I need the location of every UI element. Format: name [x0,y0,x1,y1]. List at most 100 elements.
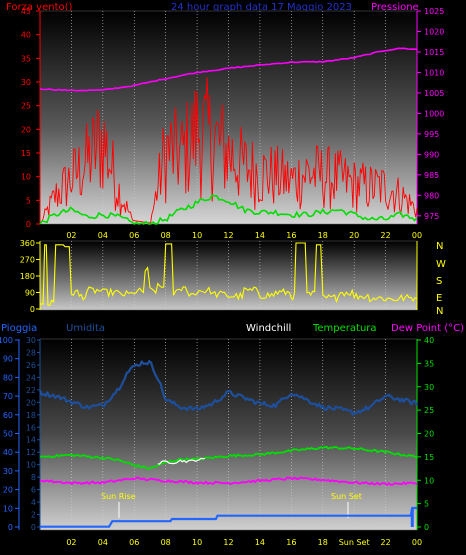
temp-axis-label: 35 [424,359,434,368]
bot-hour-label: 08 [161,538,171,547]
temp-axis-label: 5 [424,500,429,509]
humidity-line [38,359,419,416]
sunrise-label: Sun Rise [101,492,136,501]
dir-label-w: W [436,259,446,270]
label-windchill: Windchill [246,323,291,334]
dir-label-s: S [436,276,442,287]
bot-hour-label: 10 [192,538,202,547]
bot-hour-label: 14 [255,538,265,547]
humidity-axis-label: 20 [26,398,36,407]
humidity-axis-label: 18 [26,411,36,420]
humidity-axis-label: 14 [26,436,36,445]
pressure-axis-label: 985 [424,171,439,180]
temperature-line [39,445,418,470]
humidity-axis-label: 10 [26,461,36,470]
temp-axis-label: 0 [424,523,429,532]
temp-axis-label: 10 [424,476,434,485]
pressure-axis-label: 975 [424,212,439,221]
label-umidita: Umidita [66,323,105,334]
top-hour-label: 20 [349,231,359,240]
humidity-axis-label: 24 [26,373,36,382]
top-hour-label: 06 [129,231,139,240]
wind-axis-label: 35 [21,54,31,63]
rain-axis-label: 0 [8,523,13,532]
wind-axis-label: 10 [21,173,31,182]
top-right-label: Pressione [371,2,419,13]
pressure-axis-label: 1025 [424,7,444,16]
wind-axis-label: 30 [21,78,31,87]
label-pioggia: Pioggia [1,323,37,334]
bot-hour-label: 16 [286,538,296,547]
pressure-axis-label: 1020 [424,27,444,36]
temp-axis-label: 40 [424,336,434,345]
bot-hour-label: 06 [129,538,139,547]
rain-axis-label: 10 [3,504,13,513]
rain-axis-label: 30 [3,467,13,476]
top-hour-label: 18 [318,231,328,240]
humidity-axis-label: 28 [26,348,36,357]
pressure-axis-label: 1015 [424,48,444,57]
bot-hour-label: 18 [318,538,328,547]
humidity-axis-label: 30 [26,336,36,345]
dir-label-e: E [436,293,442,304]
pressure-axis-label: 1005 [424,89,444,98]
rain-axis-label: 20 [3,486,13,495]
top-hour-label: 14 [255,231,265,240]
wind-axis-label: 0 [26,220,31,229]
top-title: 24 hour graph data 17 Maggio 2023 [171,2,352,13]
top-hour-label: 02 [66,231,76,240]
top-hour-label: 04 [98,231,108,240]
chart-marks: 02 04 06 08 10 12 14 16 18 20 22 000510152025303540… [0,7,444,547]
label-temperatura: Temperatura [312,323,377,334]
dir-label-n-bottom: N [436,306,443,317]
wind-pressure-panel [39,10,418,225]
pressure-axis-label: 980 [424,191,439,200]
direction-axis-label: 180 [20,272,35,281]
humidity-axis-label: 8 [31,473,36,482]
rain-axis-label: 50 [3,430,13,439]
humidity-axis-label: 26 [26,361,36,370]
top-hour-label: 12 [223,231,233,240]
wind-axis-label: 45 [21,7,31,16]
wind-axis-label: 25 [21,102,31,111]
dewpoint-line [39,476,418,486]
temp-axis-label: 30 [424,383,434,392]
top-hour-label: 16 [286,231,296,240]
humidity-axis-label: 22 [26,386,36,395]
top-hour-label: 22 [380,231,390,240]
windchill-line [157,457,205,465]
top-left-label: Forza vento() [6,2,73,13]
bot-hour-label: 00 [412,538,422,547]
label-dewpoint: Dew Point (°C) [391,323,464,334]
temp-axis-label: 25 [424,406,434,415]
top-hour-label: 10 [192,231,202,240]
sunset-label: Sun Set [331,492,362,501]
direction-axis-label: 360 [20,239,35,248]
rain-axis-label: 80 [3,373,13,382]
rain-axis-label: 70 [3,392,13,401]
wind-average-line [39,194,418,226]
bot-hour-label: 04 [98,538,108,547]
wind-axis-label: 15 [21,149,31,158]
bot-hour-label: 02 [66,538,76,547]
pressure-axis-label: 1000 [424,109,444,118]
rain-axis-label: 40 [3,448,13,457]
top-hour-label: 08 [161,231,171,240]
wind-axis-label: 20 [21,125,31,134]
wind-direction-panel [39,240,418,311]
direction-axis-label: 90 [25,289,35,298]
temp-axis-label: 15 [424,453,434,462]
humidity-axis-label: 2 [31,511,36,520]
wind-axis-label: 5 [26,196,31,205]
direction-axis-label: 0 [30,305,35,314]
rain-axis-label: 100 [0,336,13,345]
bot-hour-label: 12 [223,538,233,547]
rain-axis-label: 60 [3,411,13,420]
pressure-axis-label: 995 [424,130,439,139]
humidity-axis-label: 4 [31,498,36,507]
dir-label-n-top: N [436,241,443,252]
humidity-axis-label: 16 [26,423,36,432]
humidity-axis-label: 0 [31,523,36,532]
pressure-axis-label: 1010 [424,68,444,77]
